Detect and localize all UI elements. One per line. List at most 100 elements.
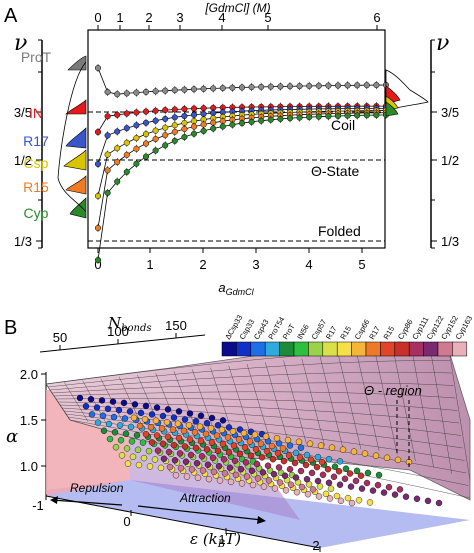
surface-point bbox=[303, 476, 311, 483]
surface-point bbox=[186, 436, 194, 443]
grid-line-h bbox=[51, 382, 454, 394]
protein-label-in: IN bbox=[29, 105, 43, 121]
surface-point bbox=[286, 466, 294, 473]
grid-line-v bbox=[429, 345, 453, 474]
data-point bbox=[258, 117, 265, 124]
data-point bbox=[354, 82, 361, 89]
panel-b: B Nbonds 50 100 150 α 2.0 1.5 1.0 Θ - region… bbox=[4, 313, 474, 553]
surface-point bbox=[232, 471, 240, 479]
surface-point bbox=[317, 442, 325, 449]
data-point bbox=[114, 111, 121, 118]
surface-point bbox=[176, 450, 184, 457]
surface-point bbox=[254, 475, 262, 482]
surface-point bbox=[274, 450, 282, 457]
grid-line-v bbox=[191, 369, 216, 435]
surface-point bbox=[341, 475, 349, 482]
data-point bbox=[114, 91, 121, 98]
surface-point bbox=[197, 412, 205, 419]
nu-symbol-left: ν bbox=[14, 31, 27, 56]
surface-point bbox=[298, 483, 306, 491]
surface-point bbox=[295, 438, 303, 445]
nbonds-axis bbox=[39, 334, 206, 353]
surface-point bbox=[171, 457, 179, 464]
data-point bbox=[334, 82, 342, 89]
grid-line-v bbox=[265, 362, 289, 442]
grid-line-v bbox=[64, 382, 89, 422]
nu-tick-label-right: 1/2 bbox=[441, 153, 459, 168]
surface-point bbox=[248, 467, 256, 474]
data-point bbox=[152, 127, 159, 134]
data-point bbox=[190, 123, 198, 130]
surface-point bbox=[82, 403, 90, 410]
data-point bbox=[219, 85, 226, 92]
bottom-tick-label: 4 bbox=[305, 257, 312, 272]
grid-line-h bbox=[53, 391, 456, 399]
data-point bbox=[200, 121, 207, 128]
surface-point bbox=[355, 497, 363, 504]
data-point bbox=[133, 89, 140, 96]
data-point bbox=[190, 111, 198, 118]
data-point bbox=[373, 112, 380, 119]
surface-point bbox=[109, 398, 117, 405]
surface-point bbox=[313, 463, 321, 471]
surface-point bbox=[215, 463, 223, 470]
surface-point bbox=[141, 416, 149, 423]
top-tick-label: 2 bbox=[145, 10, 152, 25]
surface-point bbox=[182, 458, 190, 465]
folded-label: Folded bbox=[318, 223, 361, 239]
data-point bbox=[133, 122, 140, 129]
data-point bbox=[162, 142, 169, 149]
surface-point bbox=[220, 456, 228, 463]
surface-point bbox=[264, 462, 272, 469]
surface-point bbox=[263, 448, 271, 455]
data-point bbox=[363, 82, 370, 89]
surface-point bbox=[352, 477, 360, 485]
surface-point bbox=[181, 443, 189, 450]
data-point bbox=[104, 132, 111, 139]
surface-point bbox=[88, 411, 96, 418]
surface-point bbox=[181, 416, 189, 423]
panel-a-label: A bbox=[4, 5, 18, 27]
surface-point bbox=[258, 454, 266, 461]
legend-swatch bbox=[423, 341, 439, 357]
surface-point bbox=[213, 432, 221, 439]
legend-label: R15 bbox=[382, 325, 397, 341]
surface-point bbox=[347, 483, 355, 490]
panel-b-label: B bbox=[4, 317, 17, 339]
data-point bbox=[354, 112, 361, 119]
surface-point bbox=[327, 485, 335, 492]
surface-point bbox=[271, 485, 279, 492]
surface-point bbox=[316, 483, 324, 490]
legend-swatch bbox=[351, 341, 367, 357]
data-point bbox=[142, 119, 150, 126]
surface-point bbox=[308, 469, 316, 477]
surface-point bbox=[303, 451, 311, 459]
data-point bbox=[94, 192, 102, 200]
surface-point bbox=[262, 433, 270, 440]
surface-point bbox=[336, 481, 344, 488]
surface-point bbox=[366, 499, 374, 506]
data-point bbox=[181, 133, 188, 141]
nbonds-title: Nbonds bbox=[107, 314, 152, 334]
surface-point bbox=[270, 470, 278, 478]
plot-frame-a bbox=[87, 29, 386, 249]
surface-point bbox=[112, 444, 120, 451]
top-tick-label: 4 bbox=[218, 10, 225, 25]
attraction-label: Attraction bbox=[179, 491, 231, 505]
surface-point bbox=[286, 442, 294, 449]
data-point bbox=[123, 168, 130, 176]
surface-point bbox=[293, 489, 301, 496]
surface-point bbox=[236, 426, 244, 433]
grid-line-h bbox=[47, 360, 450, 388]
grid-line-v bbox=[374, 351, 398, 455]
surface-point bbox=[336, 458, 344, 465]
surface-point bbox=[375, 471, 383, 479]
surface-point bbox=[137, 409, 145, 417]
surface-point bbox=[196, 423, 204, 430]
surface-point bbox=[118, 452, 126, 459]
surface-point bbox=[396, 486, 404, 493]
data-point bbox=[152, 135, 159, 143]
surface-point bbox=[276, 479, 284, 486]
surface-point bbox=[314, 453, 322, 461]
surface-point bbox=[307, 456, 315, 463]
